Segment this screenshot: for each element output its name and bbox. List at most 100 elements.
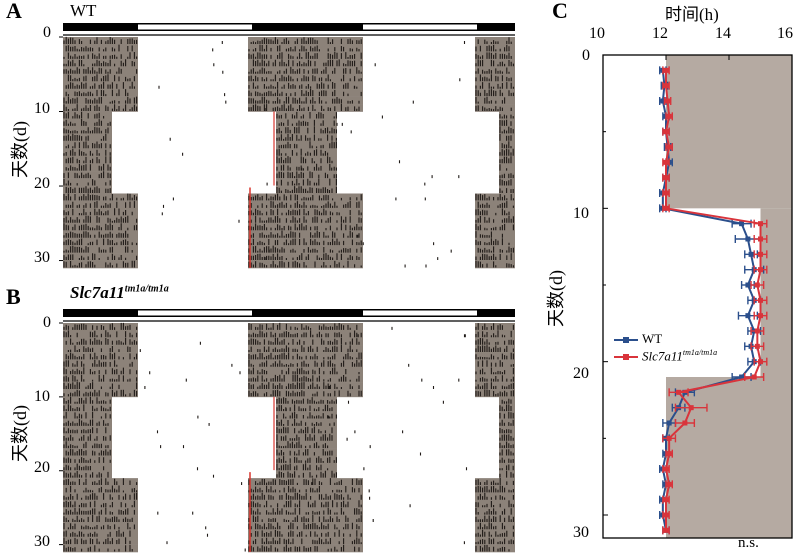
panel-a-shade bbox=[475, 215, 515, 224]
panel-b-shade bbox=[248, 500, 363, 508]
panel-a-title: WT bbox=[70, 1, 97, 20]
legend-label-mutant-sup: tm1a/tm1a bbox=[682, 348, 718, 357]
panel-b-shade bbox=[276, 426, 337, 435]
panel-b-shade bbox=[63, 419, 112, 427]
panel-a-shade bbox=[276, 163, 337, 172]
panel-b-shade bbox=[475, 337, 515, 346]
panel-b-activity-row bbox=[63, 404, 512, 412]
panel-b-activity-row bbox=[63, 382, 514, 389]
panel-b-activity-row bbox=[65, 485, 514, 493]
panel-b-shade bbox=[63, 367, 138, 376]
panel-b-shade bbox=[63, 426, 112, 435]
panel-a-shade bbox=[248, 238, 363, 246]
panel-b-shade bbox=[475, 492, 515, 501]
panel-c-xtick-10: 10 bbox=[589, 25, 605, 42]
panel-a-activity-row bbox=[63, 66, 510, 74]
panel-a-shade bbox=[475, 223, 515, 232]
panel-a-letter: A bbox=[6, 0, 22, 23]
panel-c-point-1 bbox=[754, 328, 760, 334]
panel-b-shade bbox=[475, 382, 515, 390]
panel-c-point-0 bbox=[739, 221, 745, 227]
panel-a-actogram bbox=[59, 23, 515, 269]
panel-b-shade bbox=[63, 522, 138, 531]
panel-b-shade bbox=[63, 345, 138, 353]
panel-b-shade bbox=[276, 448, 337, 457]
panel-a-shade bbox=[248, 66, 363, 75]
panel-b-shade bbox=[63, 515, 138, 523]
panel-b-activity-row bbox=[63, 396, 512, 404]
panel-b-shade bbox=[475, 389, 515, 398]
panel-a-activity-row bbox=[65, 44, 510, 52]
panel-b-shade bbox=[63, 337, 138, 346]
panel-a-shade bbox=[63, 208, 138, 217]
panel-b-activity-row bbox=[63, 478, 514, 485]
panel-a-activity-row bbox=[63, 253, 512, 260]
panel-a-shade bbox=[63, 141, 112, 150]
panel-b-shade bbox=[248, 389, 363, 398]
panel-a-shade bbox=[63, 230, 138, 239]
panel-b-shade bbox=[475, 522, 515, 531]
panel-a-shade bbox=[475, 74, 515, 83]
panel-a-shade bbox=[63, 59, 138, 68]
panel-c-annotation: n.s. bbox=[738, 535, 759, 551]
panel-a-shade bbox=[63, 74, 138, 83]
panel-a-activity-row bbox=[63, 215, 514, 223]
panel-a-shade bbox=[248, 59, 363, 68]
panel-a-shade bbox=[63, 133, 112, 142]
legend-label-wt: WT bbox=[642, 331, 663, 346]
panel-c-point-1 bbox=[754, 343, 760, 349]
panel-c-point-0 bbox=[739, 374, 745, 380]
panel-a-activity-row bbox=[63, 171, 514, 179]
panel-c-point-1 bbox=[682, 420, 688, 426]
panel-a-shade bbox=[63, 200, 138, 209]
panel-a-activity-row bbox=[65, 81, 514, 89]
panel-a-shade bbox=[63, 253, 138, 261]
panel-b-shade bbox=[63, 500, 138, 508]
panel-a-activity-row bbox=[63, 148, 514, 156]
panel-a-activity-row bbox=[63, 111, 514, 119]
panel-c-point-1 bbox=[663, 205, 669, 211]
panel-b-shade bbox=[248, 345, 363, 353]
panel-a-shade bbox=[63, 186, 112, 194]
panel-b-shade bbox=[248, 323, 363, 331]
panel-a-shade bbox=[475, 193, 515, 202]
panel-a-shade bbox=[63, 245, 138, 254]
panel-c-point-1 bbox=[758, 313, 763, 319]
panel-b-shade bbox=[475, 478, 515, 486]
panel-a-shade bbox=[63, 163, 112, 172]
panel-a-ytick-0: 0 bbox=[43, 24, 51, 41]
panel-a-shade bbox=[475, 230, 515, 239]
panel-c-point-1 bbox=[663, 527, 669, 533]
panel-a-shade bbox=[63, 260, 138, 269]
panel-a-shade bbox=[276, 141, 337, 150]
panel-b-ld-bar-dark bbox=[63, 309, 515, 317]
panel-a-shade bbox=[63, 37, 138, 45]
panel-a-shade bbox=[248, 37, 363, 45]
panel-b-ytick-20: 20 bbox=[34, 459, 50, 476]
panel-c-point-1 bbox=[751, 374, 757, 380]
panel-a-shade bbox=[475, 81, 515, 90]
panel-c-point-1 bbox=[758, 267, 763, 273]
panel-b-title-sup: tm1a/tm1a bbox=[124, 283, 169, 295]
panel-a-shade bbox=[63, 51, 138, 60]
panel-a-shade bbox=[63, 44, 138, 53]
panel-c-ytick-30: 30 bbox=[573, 524, 589, 541]
panel-b-title: Slc7a11tm1a/tm1a bbox=[70, 283, 169, 303]
panel-a-shade bbox=[248, 81, 363, 90]
panel-a-shade bbox=[475, 238, 515, 246]
panel-c-xlabel: 时间(h) bbox=[665, 5, 719, 24]
panel-a-shade bbox=[475, 66, 515, 75]
panel-b-ytick-30: 30 bbox=[34, 533, 50, 550]
panel-b-activity-row bbox=[63, 441, 514, 449]
panel-c-frame bbox=[602, 54, 793, 539]
legend-marker-mutant-point bbox=[623, 354, 629, 360]
panel-a-ytick-10: 10 bbox=[34, 100, 50, 117]
panel-c-point-1 bbox=[663, 83, 669, 89]
panel-a-shade bbox=[63, 238, 138, 246]
panel-a-activity-row bbox=[63, 260, 514, 268]
panel-b-shade bbox=[475, 507, 515, 516]
panel-c-point-0 bbox=[748, 251, 754, 257]
panel-a-shade bbox=[248, 104, 363, 112]
panel-c-point-1 bbox=[676, 389, 682, 395]
panel-b-shade bbox=[475, 367, 515, 376]
